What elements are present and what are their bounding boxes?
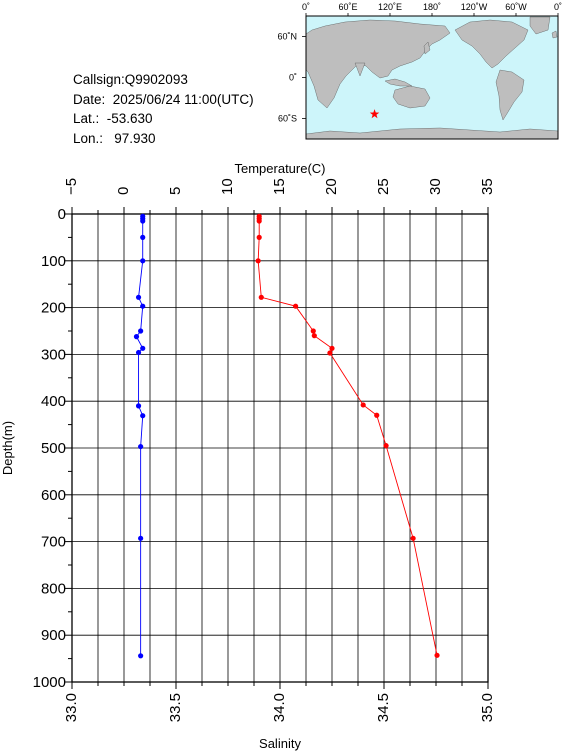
- axis-ticks: [65, 207, 489, 689]
- station-info: Callsign:Q9902093 Date: 2025/06/24 11:00…: [73, 70, 254, 148]
- salinity-point: [135, 349, 142, 356]
- depth-tick-label: 1000: [33, 674, 66, 691]
- salinity-tick-label: 34.5: [375, 693, 392, 722]
- temperature-point: [310, 328, 316, 334]
- salinity-point: [140, 303, 146, 309]
- salinity-point: [140, 234, 146, 240]
- temperature-tick-label: 25: [375, 178, 392, 195]
- temperature-point: [256, 234, 262, 240]
- salinity-point: [140, 218, 146, 224]
- date-text: Date: 2025/06/24 11:00(UTC): [73, 91, 254, 107]
- land-indonesia: [384, 78, 413, 87]
- salinity-point: [135, 403, 142, 409]
- map-longitude-label: 180˚: [423, 2, 441, 12]
- temperature-tick-label: 10: [219, 178, 236, 195]
- longitude-text: Lon.: 97.930: [73, 130, 156, 146]
- profile-plot: −5 0 5 10 15 20 25 30 35 33.0 33.5 34.0 34.5 35.0 0 1…: [0, 161, 496, 751]
- map-latitude-label: 60˚N: [277, 32, 297, 42]
- temperature-point: [293, 303, 299, 309]
- depth-tick-label: 700: [41, 534, 66, 551]
- temperature-tick-label: 0: [115, 187, 132, 195]
- salinity-line: [135, 216, 144, 656]
- latitude-text: Lat.: -53.630: [73, 111, 153, 126]
- depth-tick-labels: 0 100 200 300 400 500 600 700 800 900 1000: [33, 206, 66, 691]
- depth-tick-label: 300: [41, 346, 66, 363]
- map-longitude-label: 0˚: [302, 2, 310, 12]
- map-land: [305, 16, 559, 140]
- temperature-point: [327, 350, 333, 356]
- temperature-point: [255, 258, 261, 264]
- temperature-tick-label: 5: [167, 187, 184, 195]
- location-map: 0˚ 60˚E 120˚E 180˚ 120˚W 60˚W 0˚ 60˚N 0˚ 60˚S: [277, 2, 562, 140]
- salinity-point: [138, 443, 144, 450]
- station-star-icon: [369, 109, 380, 119]
- depth-tick-label: 600: [41, 487, 66, 504]
- map-latitude-label: 60˚S: [278, 114, 297, 124]
- depth-tick-label: 0: [58, 206, 66, 223]
- salinity-tick-label: 34.0: [271, 693, 288, 722]
- land-japan: [423, 41, 431, 55]
- map-longitude-label: 0˚: [554, 2, 562, 12]
- temperature-point: [329, 345, 335, 351]
- temperature-point: [256, 218, 262, 224]
- land-australia: [392, 85, 431, 109]
- depth-tick-label: 400: [41, 393, 66, 410]
- salinity-point: [138, 328, 144, 334]
- temperature-point: [258, 294, 264, 300]
- salinity-point: [133, 334, 140, 340]
- depth-tick-label: 100: [41, 253, 66, 270]
- temperature-tick-label: 20: [323, 178, 340, 195]
- salinity-point: [138, 535, 144, 541]
- map-longitude-label: 120˚W: [461, 2, 488, 12]
- temperature-tick-label: −5: [63, 178, 80, 195]
- salinity-point: [135, 294, 142, 300]
- salinity-point: [138, 653, 144, 659]
- land-south-america: [495, 69, 525, 121]
- land-north-america: [454, 19, 529, 69]
- temperature-point: [311, 333, 317, 339]
- temperature-tick-label: 15: [271, 178, 288, 195]
- depth-axis-title: Depth(m): [0, 421, 15, 475]
- salinity-point: [140, 413, 146, 419]
- station-marker: [369, 109, 380, 119]
- temperature-axis-title: Temperature(C): [234, 161, 325, 176]
- map-longitude-label: 60˚W: [505, 2, 527, 12]
- temperature-point: [383, 443, 389, 449]
- callsign-text: Callsign:Q9902093: [73, 72, 188, 87]
- temperature-point: [410, 535, 416, 541]
- map-longitude-label: 120˚E: [378, 2, 402, 12]
- temperature-point: [360, 402, 366, 408]
- land-greenland: [529, 16, 551, 35]
- map-longitude-label: 60˚E: [338, 2, 357, 12]
- salinity-tick-label: 33.5: [167, 693, 184, 722]
- map-latitude-label: 0˚: [289, 73, 297, 83]
- temperature-tick-label: 35: [479, 178, 496, 195]
- salinity-tick-label: 33.0: [63, 693, 80, 722]
- temperature-point: [434, 652, 440, 658]
- temperature-tick-label: 30: [427, 178, 444, 195]
- map-latitude-labels: 60˚N 0˚ 60˚S: [277, 32, 306, 124]
- map-longitude-labels: 0˚ 60˚E 120˚E 180˚ 120˚W 60˚W 0˚: [302, 2, 562, 16]
- salinity-tick-label: 35.0: [479, 693, 496, 722]
- depth-tick-label: 900: [41, 627, 66, 644]
- depth-tick-label: 500: [41, 440, 66, 457]
- temperature-tick-labels: −5 0 5 10 15 20 25 30 35: [63, 178, 496, 195]
- depth-tick-label: 200: [41, 300, 66, 317]
- land-eurasia-africa: [305, 19, 451, 109]
- land-india: [354, 62, 366, 77]
- salinity-point: [140, 258, 146, 264]
- grid-lines: [71, 213, 489, 683]
- salinity-tick-labels: 33.0 33.5 34.0 34.5 35.0: [63, 693, 496, 722]
- salinity-point: [140, 345, 146, 351]
- land-uk: [551, 30, 558, 39]
- depth-tick-label: 800: [41, 580, 66, 597]
- temperature-point: [374, 412, 380, 418]
- salinity-axis-title: Salinity: [259, 736, 301, 751]
- data-series: [133, 213, 440, 659]
